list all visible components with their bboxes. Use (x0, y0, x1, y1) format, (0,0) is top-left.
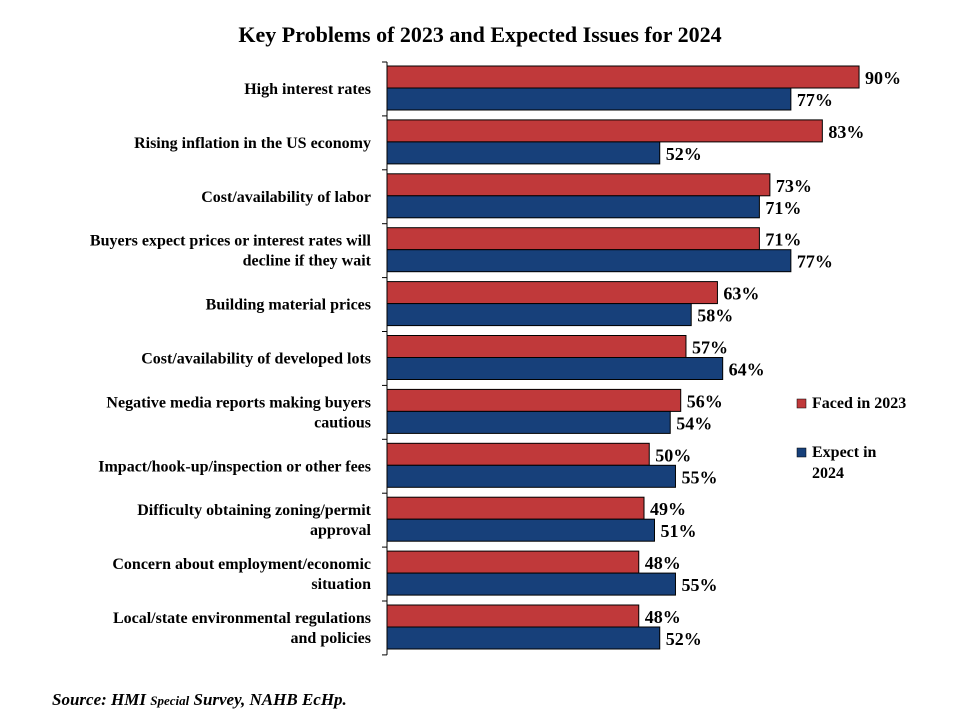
legend-entry: Faced in 2023 (812, 395, 906, 412)
source-suffix: Survey, NAHB EcHp. (189, 690, 347, 709)
category-label: Impact/hook-up/inspection or other fees (98, 458, 371, 475)
category-label: High interest rates (244, 81, 371, 98)
bar-expect-2024 (386, 626, 661, 650)
data-label: 54% (676, 413, 712, 433)
bar-expect-2024 (386, 410, 671, 434)
category-label: Cost/availability of developed lots (141, 351, 371, 368)
bar-faced-2023 (386, 281, 718, 305)
legend-swatch (796, 447, 807, 458)
data-label: 55% (681, 467, 717, 487)
bar-expect-2024 (386, 518, 655, 542)
data-label: 73% (776, 176, 812, 196)
data-label: 63% (723, 284, 759, 304)
plot-area: High interest rates 90% 77% Rising inflatio… (90, 61, 906, 656)
data-label: 52% (666, 629, 702, 649)
data-label: 83% (828, 122, 864, 142)
data-label: 49% (650, 499, 686, 519)
category-label: Rising inflation in the US economy (134, 135, 371, 152)
bar-expect-2024 (386, 572, 676, 596)
bar-expect-2024 (386, 303, 692, 327)
legend-swatch (796, 398, 807, 409)
bar-faced-2023 (386, 119, 823, 143)
bar-faced-2023 (386, 442, 650, 466)
category-label: Local/state environmental regulations and… (113, 610, 371, 647)
bar-faced-2023 (386, 173, 771, 197)
data-label: 48% (645, 607, 681, 627)
data-label: 48% (645, 553, 681, 573)
chart-title: Key Problems of 2023 and Expected Issues… (238, 22, 722, 47)
bar-expect-2024 (386, 195, 760, 219)
category-label: Buyers expect prices or interest rates w… (90, 233, 372, 270)
source-note: Source: HMI Special Survey, NAHB EcHp. (52, 690, 347, 710)
bar-expect-2024 (386, 87, 792, 111)
data-label: 71% (765, 230, 801, 250)
data-label: 71% (765, 198, 801, 218)
data-label: 56% (687, 391, 723, 411)
data-label: 64% (729, 360, 765, 380)
bar-faced-2023 (386, 604, 640, 628)
data-label: 57% (692, 338, 728, 358)
bar-expect-2024 (386, 464, 676, 488)
bar-faced-2023 (386, 496, 645, 520)
data-label: 58% (697, 306, 733, 326)
data-label: 77% (797, 252, 833, 272)
bar-expect-2024 (386, 249, 792, 273)
bar-faced-2023 (386, 388, 682, 412)
category-label: Cost/availability of labor (201, 189, 371, 206)
data-label: 90% (865, 68, 901, 88)
data-label: 50% (655, 445, 691, 465)
source-small: Special (150, 693, 190, 708)
bar-faced-2023 (386, 335, 687, 358)
bar-expect-2024 (386, 141, 661, 165)
bar-expect-2024 (386, 357, 724, 380)
category-label: Concern about employment/economic situati… (112, 556, 371, 593)
data-label: 77% (797, 90, 833, 110)
bar-faced-2023 (386, 550, 640, 574)
source-prefix: Source: HMI (52, 690, 151, 709)
data-label: 51% (660, 521, 696, 541)
bar-faced-2023 (386, 227, 760, 251)
data-label: 52% (666, 144, 702, 164)
data-label: 55% (681, 575, 717, 595)
category-label: Building material prices (206, 297, 371, 314)
legend-entry: Expect in 2024 (812, 444, 877, 482)
category-label: Difficulty obtaining zoning/permit approv… (137, 502, 371, 539)
bar-faced-2023 (386, 65, 860, 89)
category-label: Negative media reports making buyers caut… (106, 394, 371, 431)
